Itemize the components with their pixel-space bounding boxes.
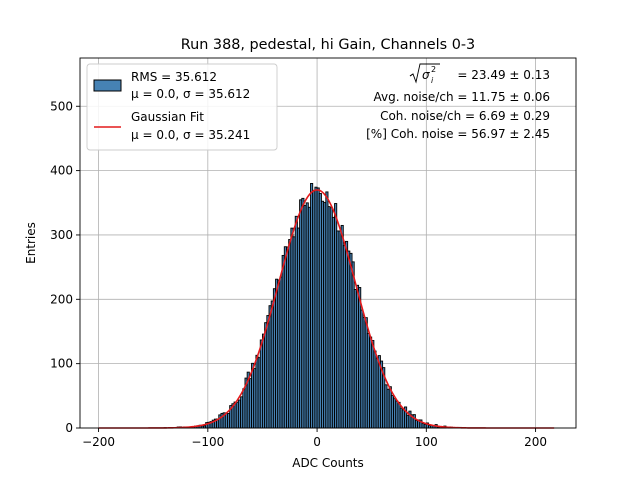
pct-coh-noise-text: [%] Coh. noise = 56.97 ± 2.45 [366,127,550,141]
legend-box [86,63,278,151]
legend: RMS = 35.612 μ = 0.0, σ = 35.612 Gaussia… [86,63,278,151]
y-axis-label: Entries [24,222,38,264]
sigma-exponent: 2 [431,65,436,74]
legend-histogram-label-1: RMS = 35.612 [131,70,217,84]
x-tick-label-3: 100 [415,435,438,449]
plot-area: −200 −100 0 100 200 0 100 200 300 400 500 [50,57,577,449]
x-tick-label-1: −100 [191,435,224,449]
plot-frame [79,57,577,429]
y-tick-label-0: 0 [65,421,73,435]
legend-histogram-swatch [93,79,122,92]
sqrt-symbol-icon [409,63,440,84]
y-tick-label-4: 400 [50,164,73,178]
y-tick-label-3: 300 [50,228,73,242]
x-axis-label: ADC Counts [292,456,364,470]
x-axis-ticks: −200 −100 0 100 200 [82,428,547,449]
sigma-symbol: σ [422,68,430,82]
legend-fit-label-1: Gaussian Fit [131,110,204,124]
sigma-value: = 23.49 ± 0.13 [457,68,550,82]
coh-noise-text: Coh. noise/ch = 6.69 ± 0.29 [380,109,550,123]
legend-histogram-label-2: μ = 0.0, σ = 35.612 [131,87,250,101]
y-tick-label-2: 200 [50,292,73,306]
x-tick-label-2: 0 [313,435,321,449]
avg-noise-text: Avg. noise/ch = 11.75 ± 0.06 [374,90,550,104]
y-tick-label-5: 500 [50,99,73,113]
sigma-subscript: i [431,76,434,85]
x-tick-label-0: −200 [82,435,115,449]
y-axis-ticks: 0 100 200 300 400 500 [50,99,80,435]
chart-title: Run 388, pedestal, hi Gain, Channels 0-3 [181,37,475,53]
y-tick-label-1: 100 [50,357,73,371]
x-tick-label-4: 200 [524,435,547,449]
sigma-formula: σ 2 i = 23.49 ± 0.13 [409,63,550,85]
histogram-bars [163,182,464,429]
noise-annotations: σ 2 i = 23.49 ± 0.13 Avg. noise/ch = 11.… [366,63,550,141]
legend-fit-label-2: μ = 0.0, σ = 35.241 [131,128,250,142]
